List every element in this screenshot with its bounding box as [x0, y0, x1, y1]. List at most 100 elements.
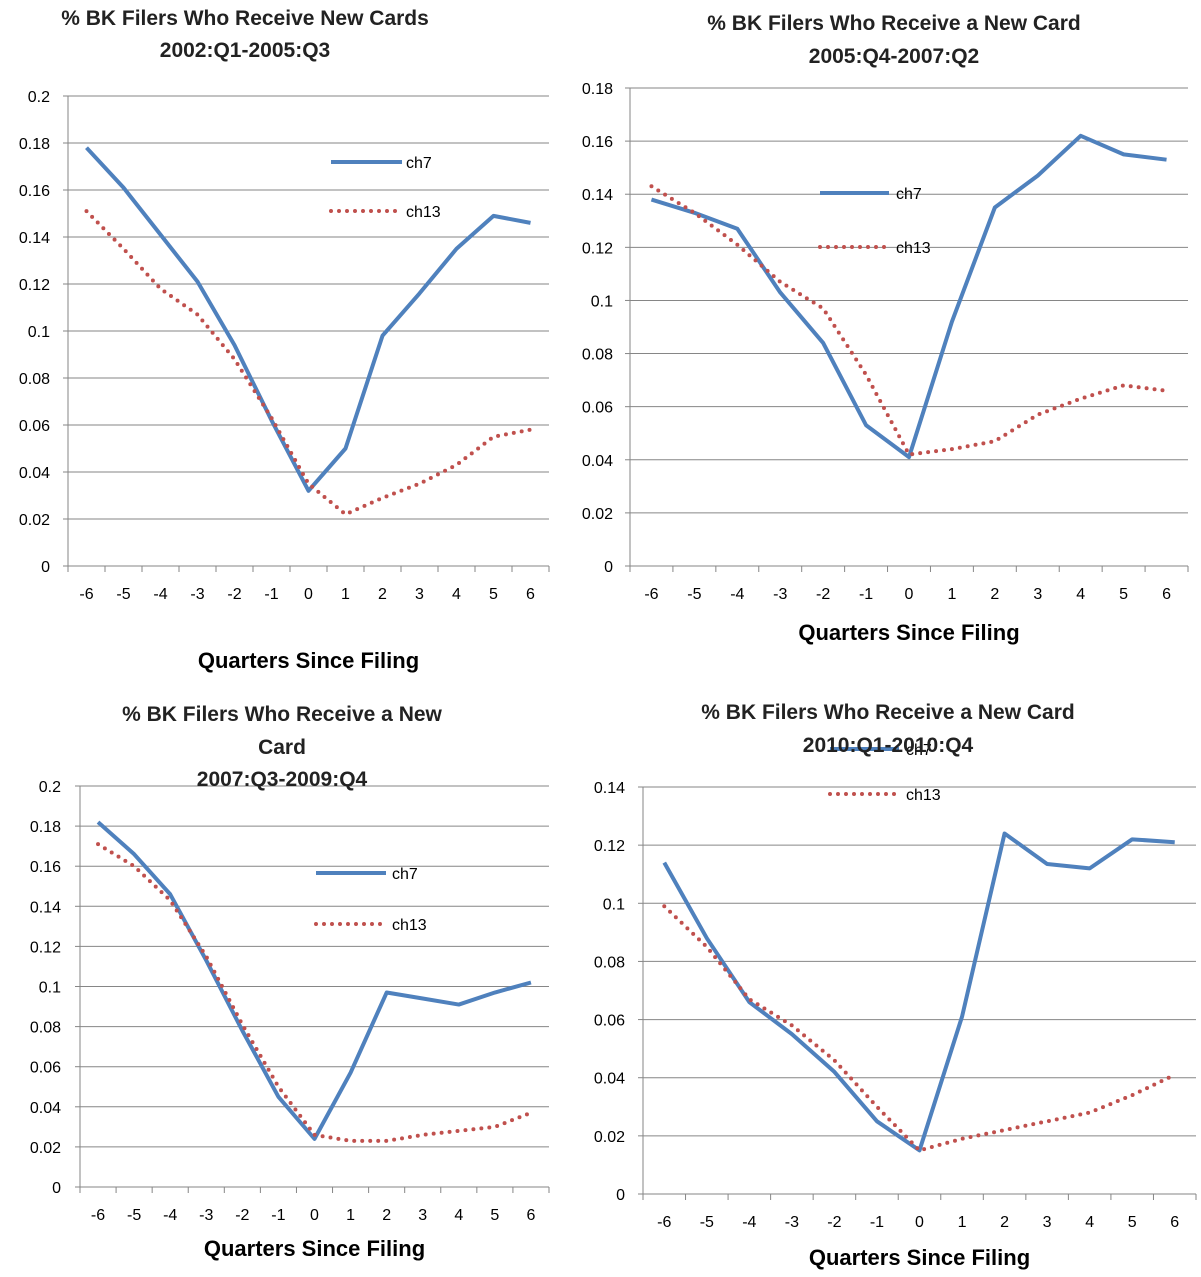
chart3-x-tick-label: -2 [235, 1207, 249, 1224]
chart1-x-axis-label: Quarters Since Filing [198, 648, 419, 673]
chart1-y-tick-label: 0.14 [19, 230, 50, 247]
chart2-y-tick-label: 0.14 [582, 187, 613, 204]
chart1-title-line: 2002:Q1-2005:Q3 [160, 39, 330, 62]
chart4-y-tick-label: 0.1 [603, 896, 625, 913]
chart3-x-tick-label: 3 [418, 1207, 427, 1224]
chart2-x-tick-label: 4 [1076, 586, 1085, 603]
chart2-y-tick-label: 0.18 [582, 81, 613, 98]
chart1-x-tick-label: 0 [304, 586, 313, 603]
chart1-series-ch13-line [84, 209, 533, 517]
chart3-title-line: Card [258, 736, 306, 759]
chart1-legend-label-ch7: ch7 [406, 155, 432, 172]
chart1-y-tick-label: 0.2 [28, 89, 50, 106]
chart3-title-line: 2007:Q3-2009:Q4 [197, 768, 368, 791]
chart2-y-tick-label: 0.12 [582, 240, 613, 257]
chart2-y-tick-label: 0.02 [582, 506, 613, 523]
chart2-y-tick-label: 0.06 [582, 400, 613, 417]
chart4-y-tick-label: 0 [616, 1187, 625, 1204]
chart1-x-tick-label: -3 [190, 586, 204, 603]
chart1-series-ch7-line [85, 146, 531, 493]
chart2-y-tick-label: 0.16 [582, 134, 613, 151]
chart3-y-tick-label: 0.08 [30, 1020, 61, 1037]
chart1-y-tick-label: 0.04 [19, 465, 50, 482]
chart4-x-tick-label: 6 [1170, 1214, 1179, 1231]
chart2-x-tick-label: 5 [1119, 586, 1128, 603]
chart2-x-tick-label: -6 [644, 586, 658, 603]
chart3-y-tick-label: 0.18 [30, 819, 61, 836]
chart1-y-tick-label: 0 [41, 559, 50, 576]
chart4-y-tick-label: 0.12 [594, 838, 625, 855]
chart2-y-tick-label: 0.08 [582, 347, 613, 364]
chart2-x-tick-label: 6 [1162, 586, 1171, 603]
chart1-x-tick-label: -2 [227, 586, 241, 603]
chart3-x-tick-label: 1 [346, 1207, 355, 1224]
chart4-series-ch13-line [662, 904, 1177, 1153]
chart3-y-tick-label: 0.06 [30, 1060, 61, 1077]
chart2-x-axis-label: Quarters Since Filing [798, 620, 1019, 645]
chart2-y-tick-label: 0 [604, 559, 613, 576]
chart3-x-tick-label: -1 [271, 1207, 285, 1224]
chart4-legend-label-ch7: ch7 [906, 742, 932, 759]
chart3-y-tick-label: 0.2 [39, 779, 61, 796]
chart3-legend-label-ch7: ch7 [392, 866, 418, 883]
chart1-x-tick-label: 6 [526, 586, 535, 603]
chart4-x-tick-label: -5 [700, 1214, 714, 1231]
chart3-x-tick-label: 6 [527, 1207, 536, 1224]
chart2-y-tick-label: 0.04 [582, 453, 613, 470]
chart4-x-tick-label: -3 [785, 1214, 799, 1231]
chart3-y-tick-label: 0 [52, 1180, 61, 1197]
chart3-x-tick-label: -6 [91, 1207, 105, 1224]
chart2-x-tick-label: -1 [859, 586, 873, 603]
chart4-x-tick-label: 5 [1128, 1214, 1137, 1231]
chart1-x-tick-label: -5 [116, 586, 130, 603]
chart2-x-tick-label: 2 [990, 586, 999, 603]
chart2-legend-label-ch7: ch7 [896, 186, 922, 203]
chart1-x-tick-label: 5 [489, 586, 498, 603]
chart3-title-line: % BK Filers Who Receive a New [122, 703, 442, 726]
chart3-x-tick-label: -3 [199, 1207, 213, 1224]
chart1-y-tick-label: 0.12 [19, 277, 50, 294]
chart4-x-tick-label: 2 [1000, 1214, 1009, 1231]
chart3-legend-label-ch13: ch13 [392, 917, 427, 934]
chart1-x-tick-label: -6 [79, 586, 93, 603]
chart3-x-tick-label: 5 [490, 1207, 499, 1224]
chart3-y-tick-label: 0.14 [30, 899, 61, 916]
chart3-y-tick-label: 0.12 [30, 939, 61, 956]
chart4-y-tick-label: 0.04 [594, 1071, 625, 1088]
chart4-y-tick-label: 0.14 [594, 780, 625, 797]
chart4-x-tick-label: -4 [742, 1214, 756, 1231]
chart1-x-tick-label: 2 [378, 586, 387, 603]
chart1-y-tick-label: 0.1 [28, 324, 50, 341]
chart2-x-tick-label: -2 [816, 586, 830, 603]
chart2-x-tick-label: 1 [947, 586, 956, 603]
chart3-y-tick-label: 0.16 [30, 859, 61, 876]
chart4-series-ch7-line [662, 831, 1175, 1153]
chart4-x-tick-label: 4 [1085, 1214, 1094, 1231]
chart4-title-line: 2010:Q1-2010:Q4 [803, 734, 974, 757]
chart2-x-tick-label: -4 [730, 586, 744, 603]
chart3-x-tick-label: 4 [454, 1207, 463, 1224]
chart4-x-tick-label: -2 [827, 1214, 841, 1231]
chart2-x-tick-label: -3 [773, 586, 787, 603]
chart1-x-tick-label: 4 [452, 586, 461, 603]
chart1-y-tick-label: 0.08 [19, 371, 50, 388]
chart1-y-tick-label: 0.06 [19, 418, 50, 435]
chart3-y-tick-label: 0.04 [30, 1100, 61, 1117]
chart2-title-line: 2005:Q4-2007:Q2 [809, 45, 979, 68]
chart4-x-tick-label: 1 [958, 1214, 967, 1231]
chart3-y-tick-label: 0.02 [30, 1140, 61, 1157]
chart4-y-tick-label: 0.08 [594, 954, 625, 971]
chart4-y-tick-label: 0.06 [594, 1013, 625, 1030]
chart4-x-tick-label: 3 [1043, 1214, 1052, 1231]
chart4-x-tick-label: -6 [657, 1214, 671, 1231]
chart1-x-tick-label: 1 [341, 586, 350, 603]
chart1-y-tick-label: 0.02 [19, 512, 50, 529]
chart1-title-line: % BK Filers Who Receive New Cards [61, 7, 429, 30]
chart2-x-tick-label: -5 [687, 586, 701, 603]
chart3-x-tick-label: -5 [127, 1207, 141, 1224]
chart1-x-tick-label: -4 [153, 586, 167, 603]
chart2-title-line: % BK Filers Who Receive a New Card [707, 12, 1080, 35]
chart2-x-tick-label: 3 [1033, 586, 1042, 603]
chart3-series-ch7-line [96, 820, 532, 1141]
